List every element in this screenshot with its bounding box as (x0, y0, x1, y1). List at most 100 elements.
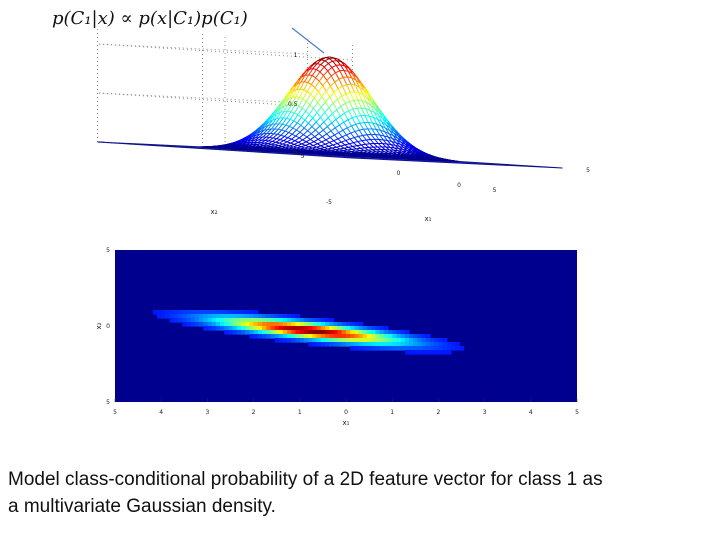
heatmap-cell (274, 326, 280, 331)
heatmap-cell (291, 338, 297, 343)
heatmap-cell (224, 322, 229, 327)
heatmap-cell (190, 314, 196, 319)
heatmap-cell (211, 314, 217, 319)
heatmap-cell (220, 318, 225, 323)
heatmap-cell (207, 310, 213, 315)
heatmap-cell (312, 318, 318, 323)
heatmap-cell (325, 330, 330, 335)
heatmap-cell (362, 326, 368, 331)
heatmap-cell (304, 318, 309, 323)
heatmap-cell (333, 342, 339, 347)
heatmap-cell (287, 314, 292, 319)
heatmap-cell (400, 330, 406, 335)
heatmap-cell (232, 322, 238, 327)
heatmap-cell (396, 342, 402, 347)
heatmap-cell (350, 334, 355, 339)
grid-line (97, 92, 353, 110)
heatmap-cell (337, 334, 343, 339)
x-tick-label: 5 (575, 409, 579, 416)
heatmap-cell (388, 338, 393, 343)
heatmap-cell (400, 346, 406, 351)
heatmap-cell (274, 330, 280, 335)
heatmap-cell (283, 318, 288, 323)
heatmap-cell (358, 346, 364, 351)
heatmap-cell (346, 330, 351, 335)
heatmap-cell (421, 334, 427, 339)
z-tick-label: 1 (294, 52, 298, 59)
heatmap-cell (312, 326, 318, 331)
heatmap-cell (199, 310, 204, 315)
x-tick-label: 5 (586, 167, 590, 174)
heatmap-cell (379, 342, 385, 347)
heatmap-cell (253, 310, 259, 315)
heatmap-cell (446, 346, 452, 351)
heatmap-cell (350, 330, 355, 335)
heatmap-cell (190, 310, 196, 315)
heatmap-cell (421, 338, 427, 343)
heatmap-cell (354, 330, 360, 335)
heatmap-cell (320, 342, 326, 347)
x-tick-label: 3 (205, 409, 209, 416)
heatmap-cell (379, 338, 385, 343)
heatmap-cell (400, 338, 406, 343)
heatmap-cell (434, 350, 439, 355)
heatmap-cell (396, 334, 402, 339)
heatmap-cell (224, 310, 229, 315)
heatmap-cell (362, 334, 368, 339)
y-tick-label: 5 (301, 153, 305, 160)
heatmap-cell (409, 334, 414, 339)
heatmap-cell (291, 334, 297, 339)
heatmap-cell (337, 342, 343, 347)
heatmap-cell (287, 338, 292, 343)
heatmap-cell (253, 326, 259, 331)
x-axis-label: x₁ (425, 215, 432, 223)
heatmap-cell (278, 318, 284, 323)
heatmap-cell (346, 342, 351, 347)
heatmap-cell (316, 338, 322, 343)
heatmap-cell (346, 322, 351, 327)
heatmap-cell (211, 310, 217, 315)
heatmap-cell (194, 310, 200, 315)
heatmap-cell (245, 326, 250, 331)
heatmap-cell (354, 346, 360, 351)
heatmap-cell (379, 346, 385, 351)
x-tick-label: 4 (159, 409, 163, 416)
heatmap-cell (304, 338, 309, 343)
heatmap-cell (320, 326, 326, 331)
heatmap-cell (371, 338, 376, 343)
heatmap-cell (383, 326, 389, 331)
heatmap-cell (358, 334, 364, 339)
heatmap-cell (299, 326, 305, 331)
heatmap-cell (337, 330, 343, 335)
heatmap-cell (283, 314, 288, 319)
heatmap-cell (178, 318, 183, 323)
x-tick-label: 5 (113, 409, 117, 416)
heatmap-cell (358, 326, 364, 331)
heatmap-cell (232, 314, 238, 319)
heatmap-cell (207, 326, 213, 331)
heatmap-cell (169, 318, 175, 323)
heatmap-cell (304, 334, 309, 339)
heatmap-cell (295, 334, 301, 339)
heatmap-cell (228, 318, 234, 323)
heatmap-cell (182, 318, 187, 323)
heatmap-cell (312, 330, 318, 335)
heatmap-cell (186, 310, 192, 315)
heatmap-cell (316, 330, 322, 335)
heatmap-cell (173, 318, 179, 323)
heatmap-cell (409, 350, 414, 355)
heatmap-cell (299, 334, 305, 339)
heatmap-cell (228, 326, 234, 331)
heatmap-cell (320, 330, 326, 335)
heatmap-cell (262, 314, 267, 319)
heatmap-cell (249, 322, 255, 327)
heatmap-cell (245, 310, 250, 315)
x-tick-label: 1 (298, 409, 302, 416)
heatmap-cell (333, 330, 339, 335)
heatmap-cell (270, 330, 276, 335)
heatmap-cell (455, 346, 460, 351)
heatmap-cell (409, 346, 414, 351)
heatmap-cell (224, 326, 229, 331)
heatmap-cell (190, 318, 196, 323)
heatmap-cell (241, 310, 246, 315)
